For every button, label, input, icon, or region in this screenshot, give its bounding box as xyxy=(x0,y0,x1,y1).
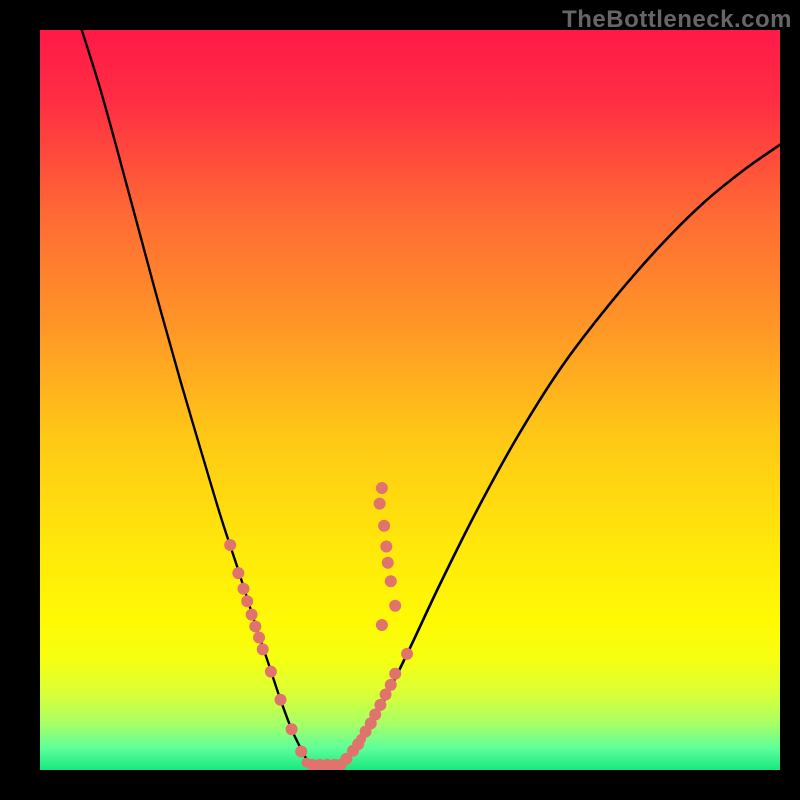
marker-point xyxy=(365,717,377,729)
marker-point xyxy=(380,541,392,553)
marker-point xyxy=(376,619,388,631)
marker-point xyxy=(238,583,250,595)
watermark-text: TheBottleneck.com xyxy=(562,6,792,34)
marker-point xyxy=(382,557,394,569)
marker-point xyxy=(286,723,298,735)
chart-svg xyxy=(0,0,800,800)
chart-frame: TheBottleneck.com xyxy=(0,0,800,800)
marker-point xyxy=(378,520,390,532)
marker-point xyxy=(224,539,236,551)
marker-point xyxy=(265,666,277,678)
marker-point xyxy=(389,600,401,612)
marker-point xyxy=(249,620,261,632)
marker-point xyxy=(232,567,244,579)
marker-point xyxy=(246,609,258,621)
marker-point xyxy=(275,694,287,706)
marker-point xyxy=(380,689,392,701)
marker-point xyxy=(385,575,397,587)
marker-point xyxy=(253,632,265,644)
marker-point xyxy=(241,595,253,607)
marker-point xyxy=(374,498,386,510)
marker-point xyxy=(389,668,401,680)
marker-point xyxy=(374,699,386,711)
marker-point xyxy=(295,746,307,758)
marker-point xyxy=(401,648,413,660)
marker-point xyxy=(257,643,269,655)
marker-point xyxy=(376,482,388,494)
marker-point xyxy=(352,738,364,750)
